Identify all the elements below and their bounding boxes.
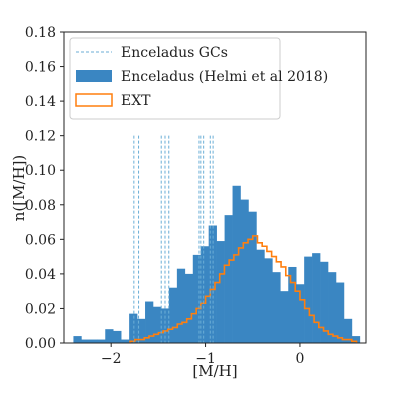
x-tick-label: −1 xyxy=(195,351,216,367)
histogram-bar xyxy=(256,249,265,343)
x-tick-label: 0 xyxy=(295,351,304,367)
histogram-bar xyxy=(288,266,297,343)
histogram-bar xyxy=(335,282,345,343)
histogram-bar xyxy=(121,339,130,343)
legend-swatch-ext xyxy=(75,93,113,107)
histogram-bar xyxy=(89,339,98,343)
histogram-bar xyxy=(105,329,114,343)
legend-box xyxy=(69,37,281,120)
y-tick-label: 0.08 xyxy=(25,198,56,214)
histogram-bar xyxy=(296,284,305,343)
histogram-bar xyxy=(137,318,146,343)
legend-label-enceladus-helmi: Enceladus (Helmi et al 2018) xyxy=(121,69,328,85)
x-axis-label: [M/H] xyxy=(192,362,237,380)
legend-label-ext: EXT xyxy=(121,93,151,109)
histogram-bar xyxy=(312,253,321,343)
histogram-bar xyxy=(81,339,90,343)
y-tick-label: 0.16 xyxy=(25,60,56,76)
histogram-bar xyxy=(351,336,361,343)
histogram-bar xyxy=(184,273,194,343)
histogram-bar xyxy=(113,330,122,343)
plot-marks xyxy=(73,135,361,343)
y-tick-label: 0.10 xyxy=(25,163,56,179)
histogram-bar xyxy=(152,306,162,343)
histogram-bar xyxy=(343,318,353,343)
histogram-bar xyxy=(328,272,337,343)
histogram-bar xyxy=(272,272,281,343)
axes: −2 −1 0 0.00 0.02 0.04 0.06 0.08 0.10 0.12 0.14 0.1… xyxy=(25,25,305,367)
histogram-bar xyxy=(216,241,225,343)
histogram-bar xyxy=(248,211,257,343)
histogram-bar xyxy=(176,268,186,343)
histogram-bar xyxy=(280,291,289,343)
histogram-bar xyxy=(208,225,217,343)
histogram-bar xyxy=(240,199,249,343)
histogram-bar xyxy=(264,258,273,343)
histogram-bar xyxy=(304,256,313,343)
histogram-bar xyxy=(232,185,241,343)
histogram-bar xyxy=(320,261,329,343)
y-tick-label: 0.12 xyxy=(25,129,56,145)
histogram-bar xyxy=(192,254,202,343)
x-tick-label: −2 xyxy=(101,351,122,367)
legend-label-enceladus-gcs: Enceladus GCs xyxy=(121,45,228,61)
y-tick-label: 0.00 xyxy=(25,336,56,352)
y-tick-label: 0.04 xyxy=(25,267,56,283)
y-tick-label: 0.02 xyxy=(25,301,56,317)
ext-step-line xyxy=(129,235,358,343)
y-tick-label: 0.14 xyxy=(25,94,56,110)
y-axis-label: n([M/H]) xyxy=(10,155,28,222)
legend-swatch-enceladus-helmi xyxy=(76,70,112,82)
y-tick-label: 0.06 xyxy=(25,232,56,248)
histogram-bar xyxy=(73,336,82,343)
histogram-bar xyxy=(129,313,138,343)
histogram-bar xyxy=(224,215,233,343)
histogram-bar xyxy=(168,287,178,343)
histogram-bar xyxy=(200,246,209,343)
plot-frame xyxy=(63,31,367,344)
histogram-bar xyxy=(145,301,154,343)
y-tick-label: 0.18 xyxy=(25,25,56,41)
legend: Enceladus GCs Enceladus (Helmi et al 201… xyxy=(69,37,328,120)
histogram-bar xyxy=(97,339,106,343)
